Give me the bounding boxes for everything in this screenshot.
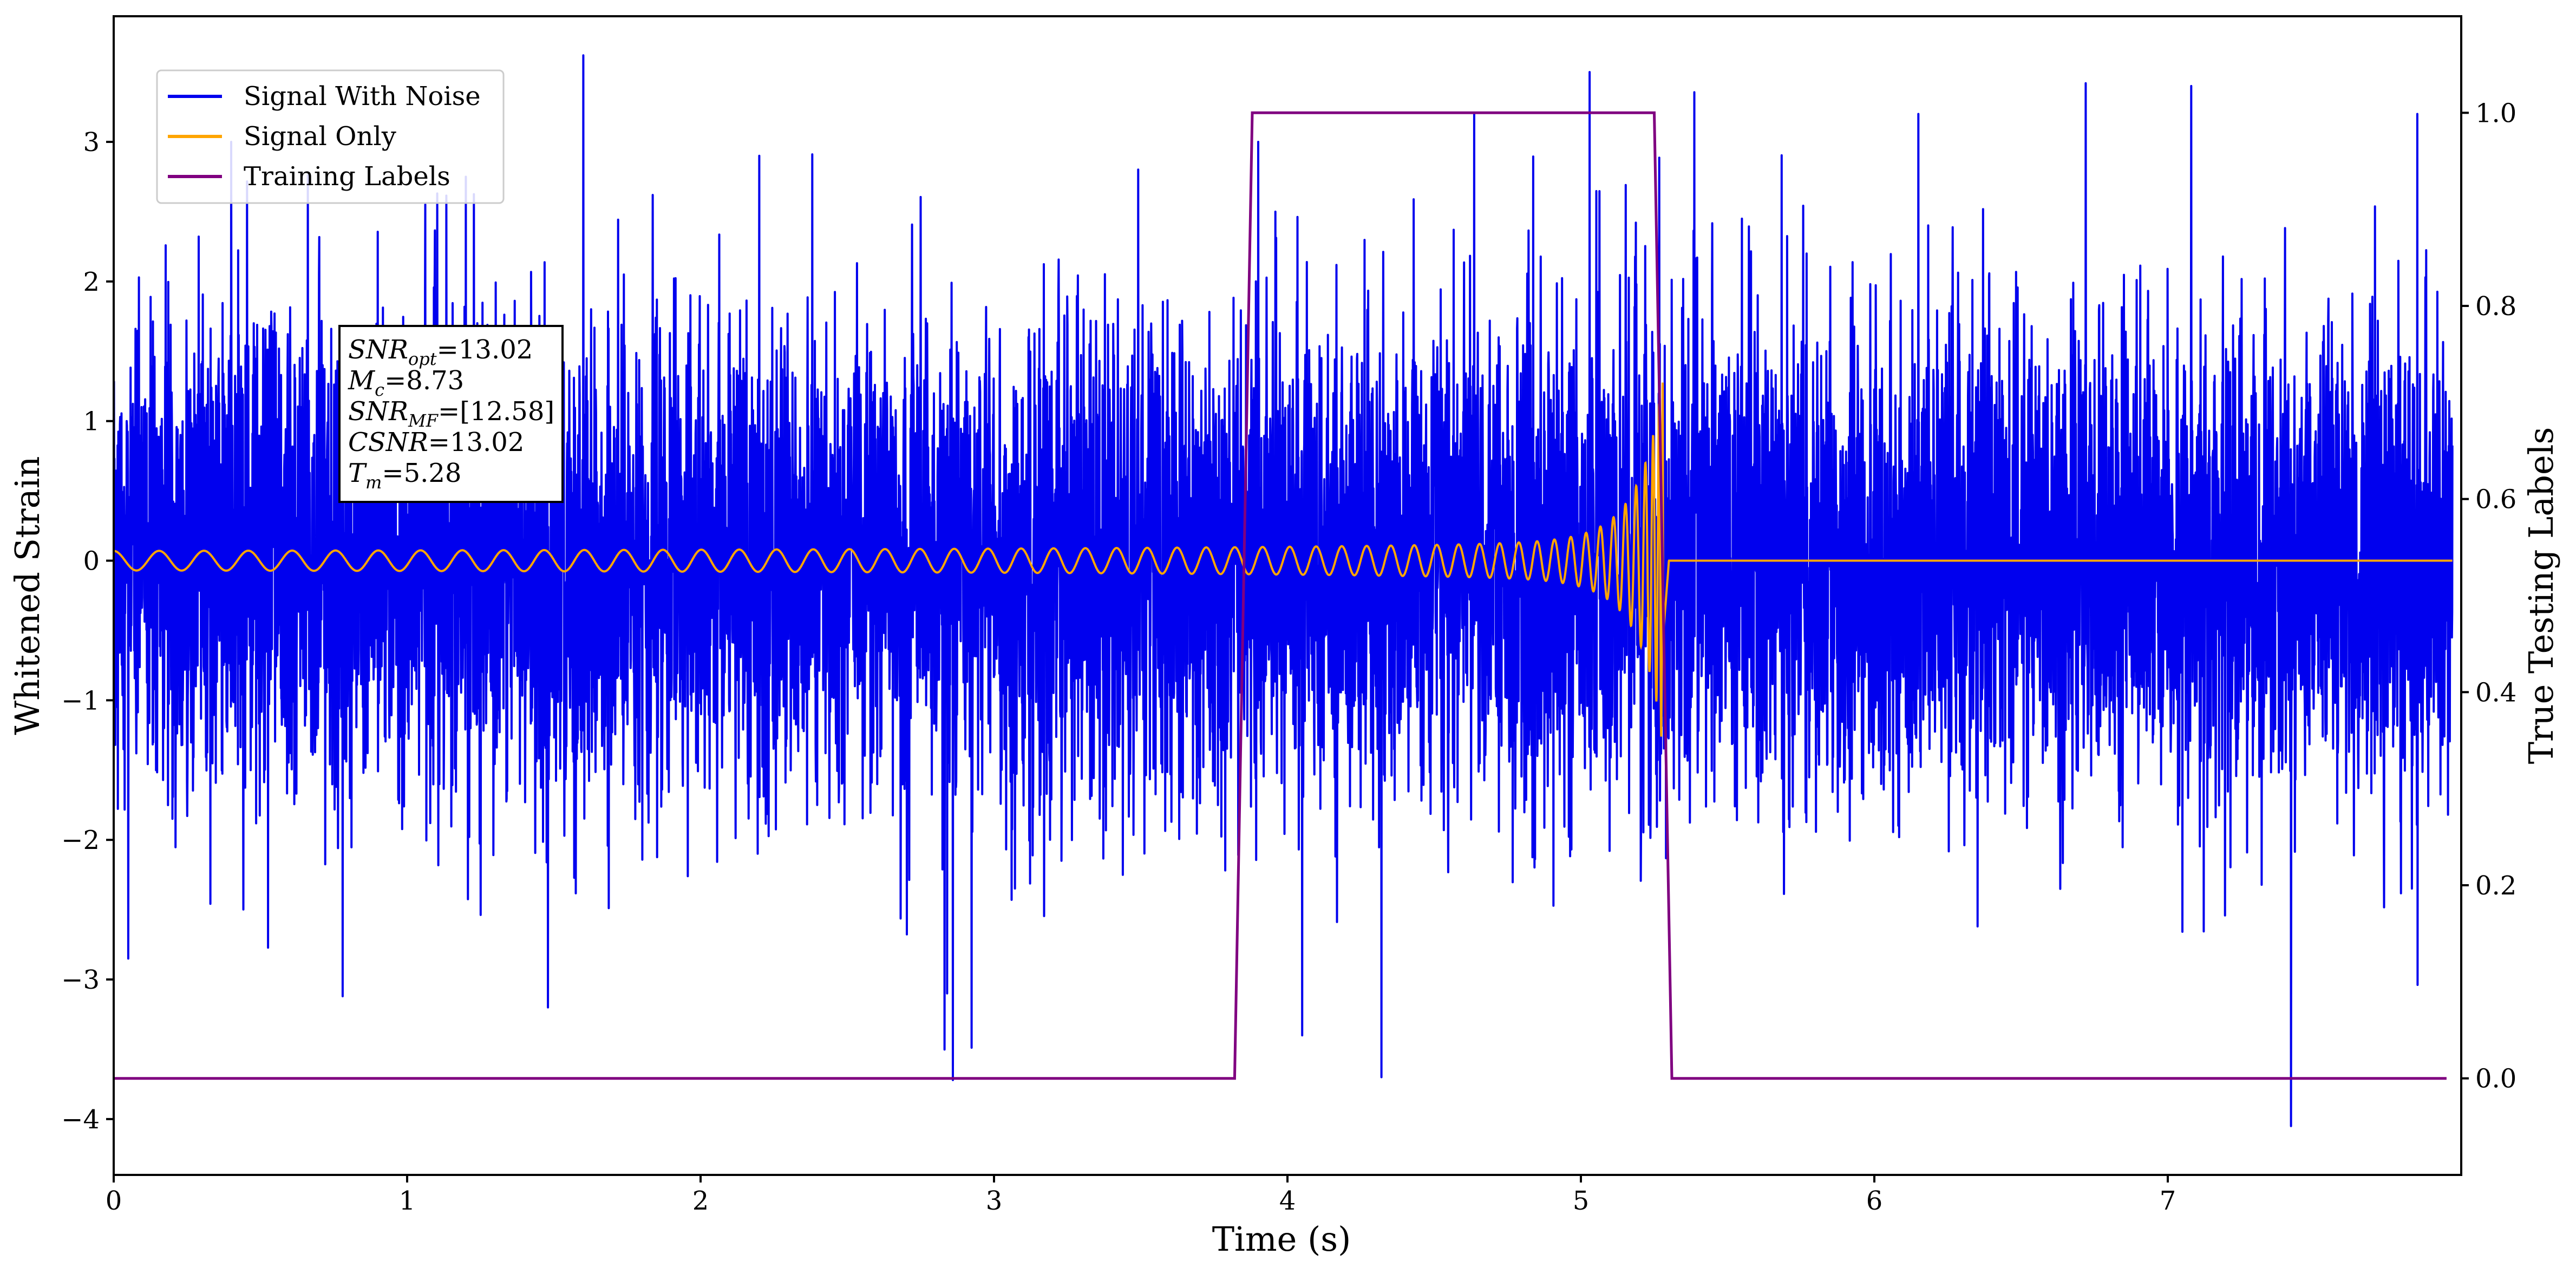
y-left-axis-ticks: −4 −3 −2 −1 0 1 2 3 xyxy=(61,127,114,1135)
x-axis-label: Time (s) xyxy=(1212,1219,1351,1259)
y-right-tick-label: 0.2 xyxy=(2475,871,2516,901)
y-right-tick-label: 0.8 xyxy=(2475,291,2516,322)
legend-label-training-labels: Training Labels xyxy=(244,161,450,192)
y-right-tick-label: 0.0 xyxy=(2475,1064,2516,1094)
y-left-tick-label: 1 xyxy=(83,407,100,437)
y-left-tick-label: −4 xyxy=(61,1105,100,1135)
y-left-tick-label: −2 xyxy=(61,825,100,855)
annotation-csnr: CSNR=13.02 xyxy=(348,427,524,458)
annotation-snr-mf: SNRMF=[12.58] xyxy=(348,396,554,431)
x-tick-label: 0 xyxy=(106,1186,122,1216)
series-training-labels-line xyxy=(114,111,2447,1080)
series-signal-with-noise-line xyxy=(114,54,2454,1127)
x-tick-label: 7 xyxy=(2160,1186,2176,1216)
y-left-tick-label: −1 xyxy=(61,685,100,716)
y-right-tick-label: 0.6 xyxy=(2475,485,2516,515)
y-right-tick-label: 1.0 xyxy=(2475,98,2516,128)
y-left-tick-label: 0 xyxy=(83,546,100,577)
x-tick-label: 6 xyxy=(1866,1186,1883,1216)
y-right-axis-ticks: 0.0 0.2 0.4 0.6 0.8 1.0 xyxy=(2461,98,2516,1094)
x-axis-ticks: 0 1 2 3 4 5 6 7 xyxy=(106,1175,2176,1216)
x-tick-label: 4 xyxy=(1279,1186,1296,1216)
y-left-tick-label: 3 xyxy=(83,127,100,158)
y-left-tick-label: 2 xyxy=(83,267,100,297)
x-tick-label: 1 xyxy=(399,1186,416,1216)
annotation-box xyxy=(338,325,564,503)
annotation-chirp-mass: Mc=8.73 xyxy=(348,365,464,400)
y-left-tick-label: −3 xyxy=(61,965,100,995)
x-tick-label: 2 xyxy=(692,1186,709,1216)
annotation-snr-opt: SNRopt=13.02 xyxy=(348,335,533,369)
parameter-annotation-box: SNRopt=13.02 Mc=8.73 SNRMF=[12.58] CSNR=… xyxy=(338,325,564,503)
x-tick-label: 5 xyxy=(1573,1186,1590,1216)
legend: Signal With Noise Signal Only Training L… xyxy=(156,69,505,204)
x-tick-label: 3 xyxy=(986,1186,1003,1216)
legend-box xyxy=(156,69,505,204)
y-right-tick-label: 0.4 xyxy=(2475,677,2516,708)
y-left-axis-label: Whitened Strain xyxy=(8,456,47,735)
legend-label-signal-with-noise: Signal With Noise xyxy=(244,81,481,112)
y-right-axis-label: True Testing Labels xyxy=(2521,427,2561,765)
legend-label-signal-only: Signal Only xyxy=(244,121,396,152)
plot-area xyxy=(114,54,2454,1127)
annotation-merger-time: Tm=5.28 xyxy=(348,458,461,493)
series-signal-only-line xyxy=(114,382,2453,737)
